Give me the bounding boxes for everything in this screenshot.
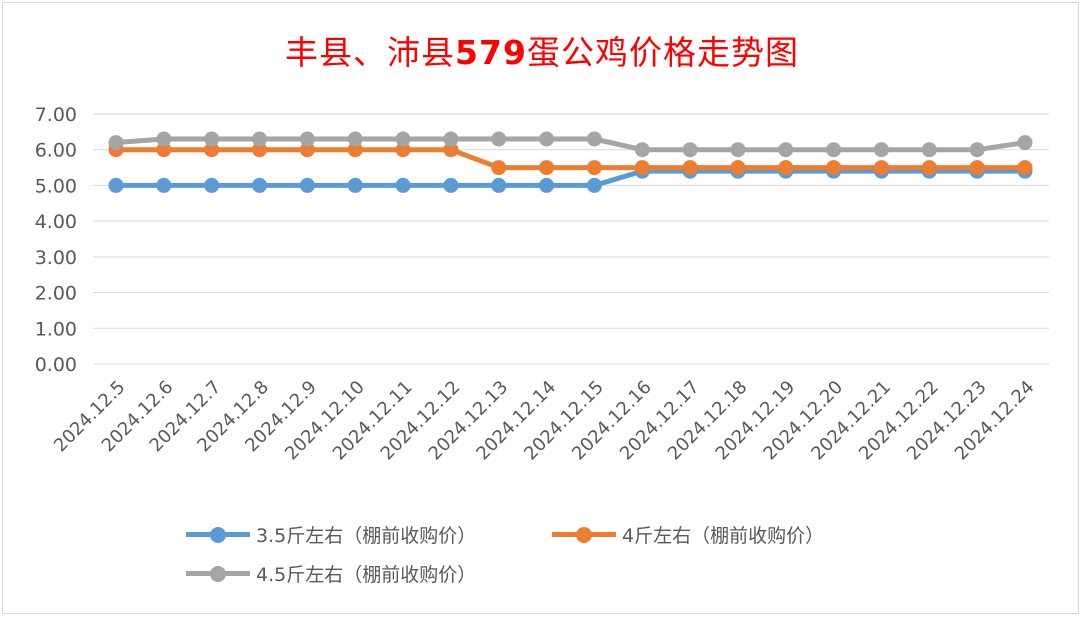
data-point [682, 142, 698, 158]
data-point [491, 131, 507, 147]
data-point [873, 160, 889, 176]
data-point [586, 131, 602, 147]
series-line [113, 147, 1028, 171]
data-point [204, 131, 220, 147]
data-point [395, 131, 411, 147]
data-point [491, 177, 507, 193]
data-point [395, 142, 411, 158]
data-point [299, 142, 315, 158]
data-point [730, 160, 746, 176]
title-text-3: 蛋公鸡价格走势图 [526, 33, 799, 72]
data-point [347, 177, 363, 193]
data-point [108, 177, 124, 193]
legend-label: 3.5斤左右（棚前收购价） [256, 525, 477, 547]
legend-label: 4斤左右（棚前收购价） [622, 525, 825, 547]
legend-swatch [552, 524, 616, 546]
data-point [539, 131, 555, 147]
data-point [539, 160, 555, 176]
legend-marker [210, 565, 226, 582]
chart-title: 丰县、沛县579蛋公鸡价格走势图 [0, 26, 1084, 74]
legend-label: 4.5斤左右（棚前收购价） [256, 564, 477, 586]
y-tick-label: 5.00 [35, 175, 77, 197]
data-point [873, 142, 889, 158]
title-text-2: 579 [455, 33, 527, 72]
data-point [778, 142, 794, 158]
data-point [108, 135, 124, 151]
data-point [204, 142, 220, 158]
data-point [252, 131, 268, 147]
series-line [113, 136, 1028, 153]
data-point [921, 160, 937, 176]
legend-item: 3.5斤左右（棚前收购价） [186, 521, 476, 548]
y-tick-label: 1.00 [35, 318, 77, 340]
legend-item: 4.5斤左右（棚前收购价） [186, 560, 476, 587]
data-point [969, 142, 985, 158]
legend-item: 4斤左右（棚前收购价） [552, 521, 824, 548]
title-text-1: 丰县、沛县 [285, 33, 456, 72]
data-point [586, 177, 602, 193]
data-point [1017, 160, 1033, 176]
data-point [156, 177, 172, 193]
data-point [778, 160, 794, 176]
data-point [156, 131, 172, 147]
series-line [113, 168, 1028, 188]
data-point [395, 177, 411, 193]
legend-swatch [186, 563, 250, 585]
data-point [299, 177, 315, 193]
data-point [204, 177, 220, 193]
data-point [252, 177, 268, 193]
data-point [682, 160, 698, 176]
data-point [347, 142, 363, 158]
y-tick-label: 4.00 [35, 211, 77, 233]
y-tick-label: 3.00 [35, 247, 77, 269]
data-point [586, 160, 602, 176]
data-point [921, 142, 937, 158]
data-point [826, 142, 842, 158]
legend-marker [576, 526, 592, 543]
data-point [347, 131, 363, 147]
y-tick-label: 0.00 [35, 354, 77, 376]
y-tick-label: 2.00 [35, 283, 77, 305]
data-point [730, 142, 746, 158]
data-point [539, 177, 555, 193]
data-point [826, 160, 842, 176]
data-point [156, 142, 172, 158]
y-tick-label: 6.00 [35, 140, 77, 162]
y-tick-label: 7.00 [35, 104, 77, 126]
data-point [634, 160, 650, 176]
data-point [299, 131, 315, 147]
data-point [491, 160, 507, 176]
data-point [252, 142, 268, 158]
legend-swatch [186, 524, 250, 546]
legend-marker [210, 526, 226, 543]
data-point [443, 142, 459, 158]
data-point [443, 177, 459, 193]
data-point [443, 131, 459, 147]
data-point [1017, 135, 1033, 151]
data-point [634, 142, 650, 158]
data-point [969, 160, 985, 176]
